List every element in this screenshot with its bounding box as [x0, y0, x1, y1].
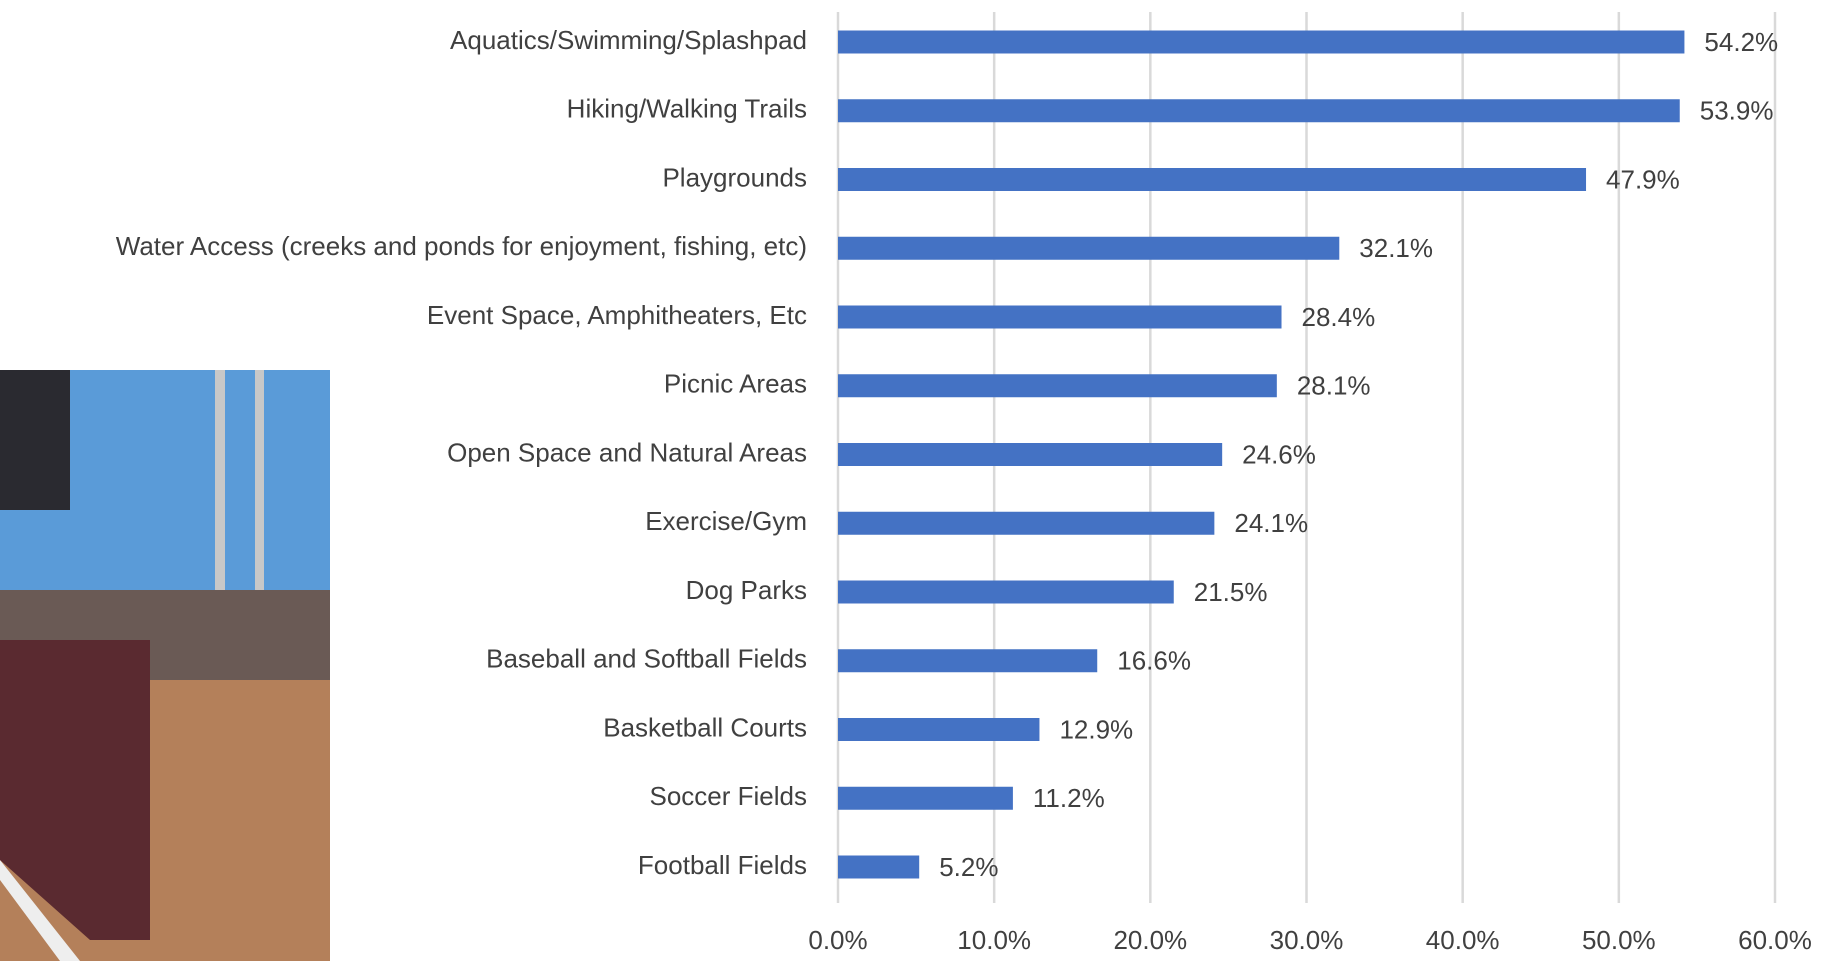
- y-tick-label: Picnic Areas: [664, 369, 807, 399]
- y-tick-label: Exercise/Gym: [645, 506, 807, 536]
- y-tick-label: Playgrounds: [662, 162, 807, 192]
- bar: [838, 374, 1277, 397]
- x-tick-label: 0.0%: [808, 925, 867, 955]
- data-label: 16.6%: [1117, 646, 1191, 676]
- data-label: 54.2%: [1704, 27, 1778, 57]
- x-tick-label: 40.0%: [1426, 925, 1500, 955]
- y-tick-label: Dog Parks: [686, 575, 807, 605]
- data-label: 24.1%: [1234, 508, 1308, 538]
- data-label: 28.1%: [1297, 371, 1371, 401]
- data-label: 5.2%: [939, 852, 998, 882]
- y-tick-label: Event Space, Amphitheaters, Etc: [427, 300, 807, 330]
- data-label: 28.4%: [1302, 302, 1376, 332]
- chart: 0.0% 10.0% 20.0% 30.0% 40.0% 50.0% 60.0% Aquati…: [0, 0, 1824, 961]
- y-tick-label: Soccer Fields: [650, 781, 808, 811]
- x-tick-label: 50.0%: [1582, 925, 1656, 955]
- data-label: 53.9%: [1700, 96, 1774, 126]
- bar: [838, 168, 1586, 191]
- data-label: 12.9%: [1059, 714, 1133, 744]
- x-tick-label: 20.0%: [1113, 925, 1187, 955]
- photo-roof: [0, 370, 70, 510]
- data-label: 47.9%: [1606, 164, 1680, 194]
- x-tick-label: 30.0%: [1270, 925, 1344, 955]
- data-label: 21.5%: [1194, 577, 1268, 607]
- bar: [838, 581, 1174, 604]
- x-tick-label: 60.0%: [1738, 925, 1812, 955]
- data-label: 32.1%: [1359, 233, 1433, 263]
- bar: [838, 649, 1097, 672]
- photo: [0, 370, 330, 961]
- y-tick-label: Water Access (creeks and ponds for enjoy…: [116, 231, 807, 261]
- y-tick-label: Open Space and Natural Areas: [447, 437, 807, 467]
- bar: [838, 856, 919, 879]
- y-tick-label: Football Fields: [638, 850, 807, 880]
- x-tick-label: 10.0%: [957, 925, 1031, 955]
- y-tick-label: Baseball and Softball Fields: [486, 644, 807, 674]
- y-tick-label: Hiking/Walking Trails: [567, 94, 807, 124]
- bar: [838, 306, 1282, 329]
- bar: [838, 443, 1222, 466]
- y-tick-label: Basketball Courts: [603, 712, 807, 742]
- bar: [838, 237, 1339, 260]
- bar: [838, 99, 1680, 122]
- data-label: 11.2%: [1033, 783, 1105, 813]
- bar: [838, 718, 1039, 741]
- y-tick-label: Aquatics/Swimming/Splashpad: [450, 25, 807, 55]
- page: 0.0% 10.0% 20.0% 30.0% 40.0% 50.0% 60.0% Aquati…: [0, 0, 1824, 961]
- bar: [838, 31, 1684, 54]
- bar: [838, 787, 1013, 810]
- data-label: 24.6%: [1242, 439, 1316, 469]
- photo-pole: [255, 370, 264, 620]
- bar: [838, 512, 1214, 535]
- plot-area: 0.0% 10.0% 20.0% 30.0% 40.0% 50.0% 60.0% Aquati…: [116, 12, 1812, 955]
